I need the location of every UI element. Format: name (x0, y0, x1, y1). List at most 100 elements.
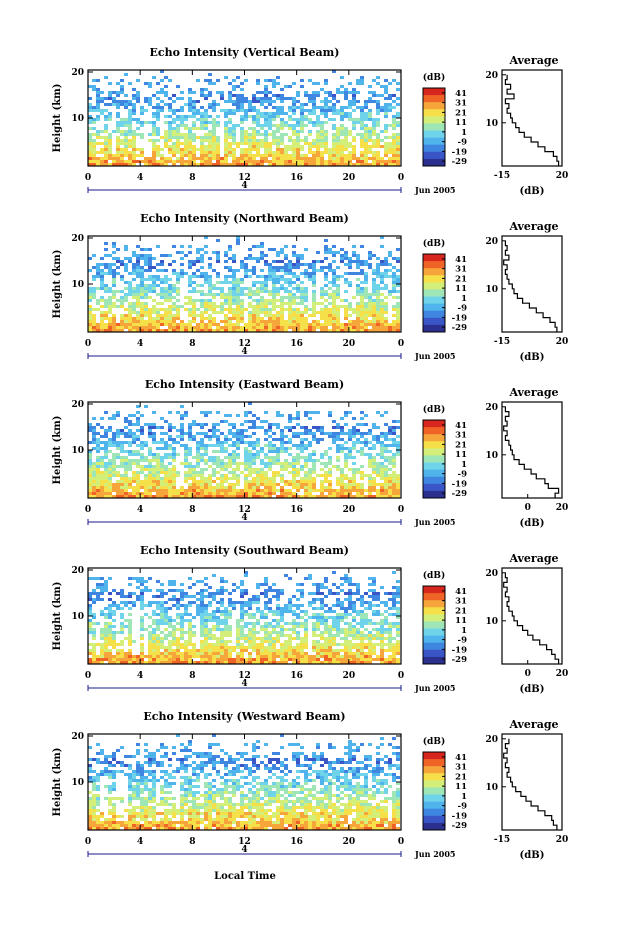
heatmap-cell (324, 266, 328, 269)
heatmap-cell (368, 130, 372, 133)
heatmap-cell (380, 109, 384, 112)
heatmap-cell (236, 239, 240, 242)
heatmap-cell (244, 414, 248, 417)
heatmap-cell (192, 308, 196, 311)
heatmap-cell (148, 275, 152, 278)
heatmap-cell (320, 287, 324, 290)
heatmap-cell (292, 157, 296, 160)
heatmap-cell (144, 121, 148, 124)
heatmap-cell (224, 302, 228, 305)
heatmap-cell (188, 429, 192, 432)
heatmap-cell (148, 260, 152, 263)
heatmap-cell (348, 492, 352, 495)
heatmap-cell (296, 254, 300, 257)
heatmap-cell (344, 453, 348, 456)
heatmap-cell (188, 631, 192, 634)
heatmap-cell (288, 293, 292, 296)
heatmap-cell (352, 480, 356, 483)
heatmap-cell (240, 320, 244, 323)
heatmap-cell (392, 272, 396, 275)
heatmap-cell (188, 492, 192, 495)
heatmap-cell (200, 492, 204, 495)
heatmap-cell (288, 260, 292, 263)
heatmap-cell (344, 299, 348, 302)
heatmap-cell (352, 477, 356, 480)
heatmap-cell (140, 580, 144, 583)
heatmap-cell (120, 655, 124, 658)
heatmap-cell (140, 248, 144, 251)
heatmap-cell (380, 492, 384, 495)
heatmap-cell (204, 278, 208, 281)
heatmap-cell (240, 462, 244, 465)
heatmap-cell (168, 447, 172, 450)
heatmap-cell (108, 480, 112, 483)
heatmap-cell (272, 290, 276, 293)
heatmap-cell (384, 112, 388, 115)
heatmap-cell (220, 305, 224, 308)
heatmap-cell (268, 459, 272, 462)
heatmap-cell (120, 130, 124, 133)
heatmap-cell (172, 441, 176, 444)
heatmap-cell (136, 272, 140, 275)
heatmap-cell (152, 278, 156, 281)
heatmap-cell (264, 311, 268, 314)
heatmap-cell (232, 254, 236, 257)
heatmap-cell (276, 483, 280, 486)
heatmap-cell (132, 661, 136, 664)
heatmap-cell (212, 634, 216, 637)
heatmap-cell (252, 269, 256, 272)
heatmap-cell (368, 109, 372, 112)
heatmap-cell (184, 477, 188, 480)
heatmap-cell (152, 637, 156, 640)
heatmap-cell (248, 302, 252, 305)
heatmap-cell (212, 151, 216, 154)
heatmap-cell (240, 136, 244, 139)
heatmap-cell (372, 118, 376, 121)
heatmap-cell (372, 121, 376, 124)
x-tick-label: 4 (137, 505, 143, 515)
heatmap-cells (88, 571, 400, 664)
heatmap-cell (352, 426, 356, 429)
heatmap-cell (204, 302, 208, 305)
heatmap-cell (88, 610, 92, 613)
heatmap-cell (360, 477, 364, 480)
heatmap-cell (368, 151, 372, 154)
heatmap-cell (352, 260, 356, 263)
heatmap-cell (284, 145, 288, 148)
heatmap-cell (128, 130, 132, 133)
heatmap-cell (352, 97, 356, 100)
heatmap-cell (160, 610, 164, 613)
heatmap-cell (188, 652, 192, 655)
heatmap-cell (208, 631, 212, 634)
heatmap-cell (160, 317, 164, 320)
heatmap-cell (280, 106, 284, 109)
heatmap-cell (112, 456, 116, 459)
heatmap-cell (360, 142, 364, 145)
heatmap-cell (396, 314, 400, 317)
heatmap-cell (396, 489, 400, 492)
heatmap-cell (192, 483, 196, 486)
heatmap-cell (384, 308, 388, 311)
heatmap-cell (312, 293, 316, 296)
heatmap-cell (344, 489, 348, 492)
heatmap-cell (348, 154, 352, 157)
heatmap-cell (368, 85, 372, 88)
heatmap-cell (312, 290, 316, 293)
heatmap-cell (164, 254, 168, 257)
heatmap-cell (204, 607, 208, 610)
heatmap-cell (248, 323, 252, 326)
heatmap-cell (152, 151, 156, 154)
heatmap-cell (324, 462, 328, 465)
heatmap-cell (284, 447, 288, 450)
heatmap-cell (180, 625, 184, 628)
heatmap-cell (116, 441, 120, 444)
heatmap-cell (156, 284, 160, 287)
heatmap-cell (108, 326, 112, 329)
heatmap-cell (156, 441, 160, 444)
heatmap-cell (284, 160, 288, 163)
heatmap-cell (308, 275, 312, 278)
heatmap-cell (156, 160, 160, 163)
heatmap-cell (264, 263, 268, 266)
heatmap-cell (332, 302, 336, 305)
heatmap-cell (108, 103, 112, 106)
